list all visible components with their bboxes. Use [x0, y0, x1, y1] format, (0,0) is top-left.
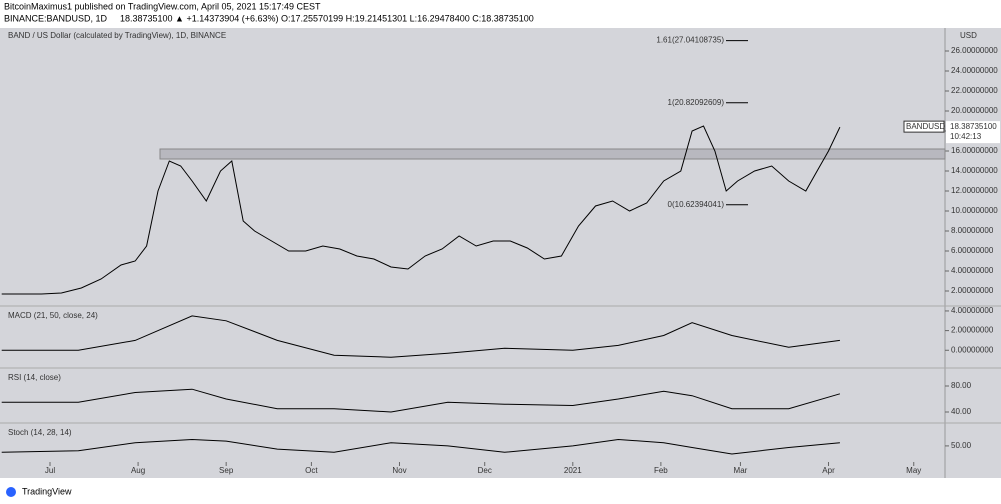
price-line — [1, 388, 841, 413]
y-tick-label: 8.00000000 — [951, 226, 994, 235]
price-label: 18.38735100 — [950, 122, 997, 131]
y-tick-label: 2.00000000 — [951, 286, 994, 295]
pane-title: BAND / US Dollar (calculated by TradingV… — [8, 31, 226, 40]
x-tick-label: Aug — [131, 466, 145, 475]
x-tick-label: May — [906, 466, 921, 475]
fib-label: 0(10.62394041) — [668, 200, 725, 209]
publisher: BitcoinMaximus1 published on TradingView… — [4, 1, 321, 11]
y-tick-label: 14.00000000 — [951, 166, 998, 175]
unit-label: USD — [960, 31, 977, 40]
x-tick-label: Feb — [654, 466, 668, 475]
x-tick-label: Dec — [478, 466, 492, 475]
y-tick-label: 4.00000000 — [951, 306, 994, 315]
y-tick-label: 80.00 — [951, 381, 972, 390]
y-tick-label: 24.00000000 — [951, 66, 998, 75]
y-tick-label: 6.00000000 — [951, 246, 994, 255]
x-tick-label: Jul — [45, 466, 55, 475]
y-tick-label: 22.00000000 — [951, 86, 998, 95]
symbol: BINANCE:BANDUSD, 1D — [4, 13, 108, 23]
fib-label: 1(20.82092609) — [668, 98, 725, 107]
x-tick-label: Nov — [392, 466, 406, 475]
y-tick-label: 50.00 — [951, 441, 972, 450]
y-tick-label: 4.00000000 — [951, 266, 994, 275]
y-tick-label: 12.00000000 — [951, 186, 998, 195]
fib-label: 1.61(27.04108735) — [656, 36, 724, 45]
price-line — [1, 438, 840, 455]
price-line — [1, 315, 840, 358]
y-tick-label: 0.00000000 — [951, 345, 994, 354]
logo — [6, 487, 16, 497]
countdown: 10:42:13 — [950, 132, 982, 141]
price-line — [1, 125, 841, 295]
price-box — [946, 121, 1000, 144]
pane-title: MACD (21, 50, close, 24) — [8, 311, 98, 320]
x-tick-label: 2021 — [564, 466, 582, 475]
quote: 18.38735100 ▲ +1.14373904 (+6.63%) O:17.… — [120, 13, 534, 23]
y-tick-label: 26.00000000 — [951, 46, 998, 55]
y-tick-label: 10.00000000 — [951, 206, 998, 215]
y-tick-label: 40.00 — [951, 407, 972, 416]
x-tick-label: Oct — [305, 466, 318, 475]
header-bg — [0, 0, 1001, 28]
x-tick-label: Apr — [822, 466, 835, 475]
footer: TradingView — [22, 486, 72, 496]
y-tick-label: 16.00000000 — [951, 146, 998, 155]
x-tick-label: Sep — [219, 466, 234, 475]
symbol-label: BANDUSD — [906, 122, 945, 131]
symbol-box — [903, 120, 945, 133]
chart-bg — [0, 28, 1001, 478]
y-tick-label: 2.00000000 — [951, 326, 994, 335]
pane-title: Stoch (14, 28, 14) — [8, 428, 72, 437]
pane-title: RSI (14, close) — [8, 373, 61, 382]
x-tick-label: Mar — [734, 466, 748, 475]
resistance-zone — [159, 148, 946, 160]
y-tick-label: 20.00000000 — [951, 106, 998, 115]
